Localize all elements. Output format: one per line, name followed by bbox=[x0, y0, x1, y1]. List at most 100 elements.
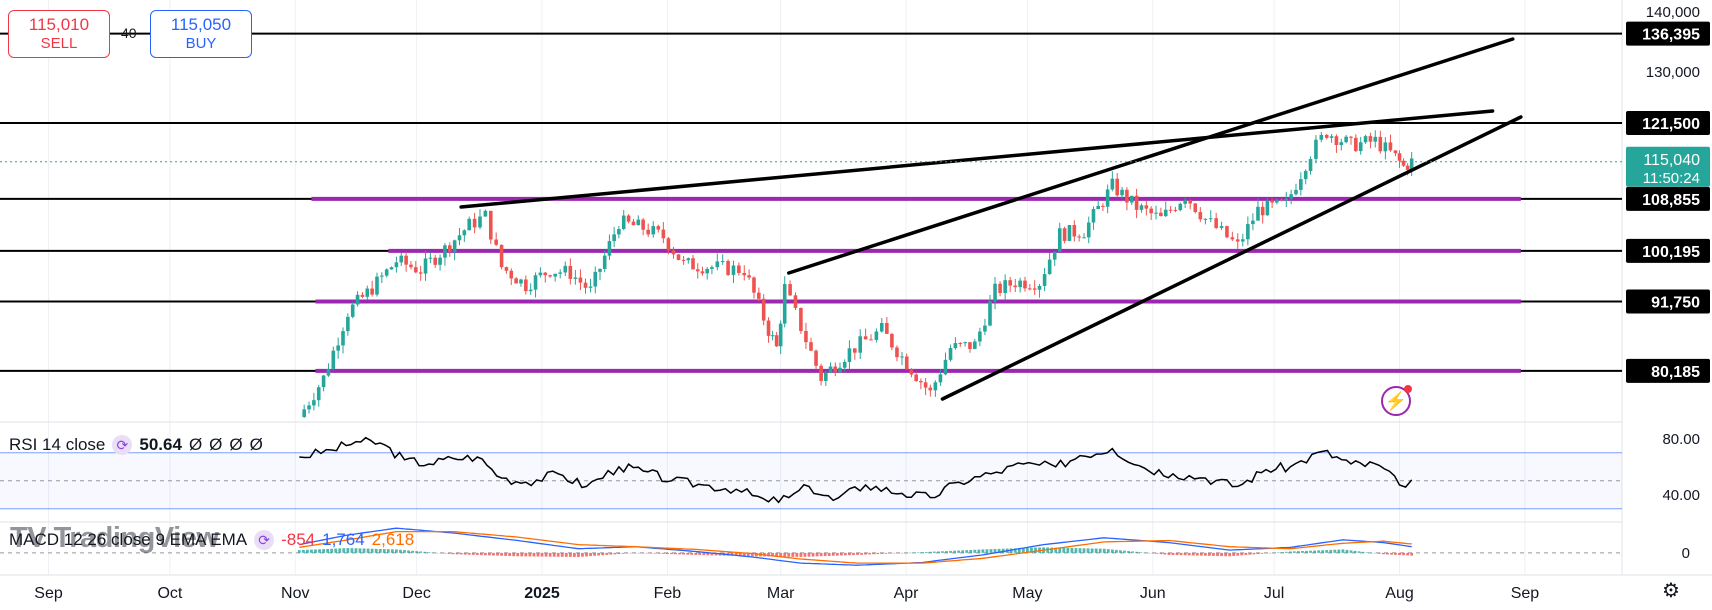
candle-body bbox=[1279, 199, 1284, 201]
candle-body bbox=[1198, 212, 1203, 220]
price-level-badge bbox=[1626, 21, 1710, 46]
candle-body bbox=[900, 356, 904, 358]
macd-histogram-bar bbox=[346, 548, 350, 553]
rsi-extra-4: Ø bbox=[249, 435, 263, 454]
macd-histogram-bar bbox=[997, 548, 1001, 553]
macd-histogram-bar bbox=[924, 551, 928, 553]
macd-histogram-bar bbox=[1260, 552, 1264, 554]
candle-body bbox=[1260, 206, 1265, 216]
macd-histogram-bar bbox=[467, 552, 471, 555]
macd-histogram-bar bbox=[500, 552, 503, 556]
macd-histogram-bar bbox=[528, 552, 532, 557]
macd-histogram-bar bbox=[1183, 552, 1187, 556]
macd-value-hist: -854 bbox=[281, 530, 316, 549]
macd-histogram-bar bbox=[661, 552, 665, 554]
macd-histogram-bar bbox=[949, 550, 952, 553]
price-level-badge bbox=[1626, 186, 1710, 211]
candle-body bbox=[809, 342, 813, 351]
candle-body bbox=[1240, 239, 1245, 242]
time-tick-label: 2025 bbox=[524, 585, 560, 602]
macd-histogram-bar bbox=[900, 552, 904, 554]
candle-body bbox=[404, 255, 408, 265]
candle-body bbox=[563, 265, 568, 273]
candle-body bbox=[1163, 209, 1168, 217]
candle-body bbox=[553, 273, 557, 277]
candle-body bbox=[447, 245, 452, 252]
candle-body bbox=[389, 267, 394, 270]
macd-histogram-bar bbox=[297, 550, 301, 553]
candle-body bbox=[1149, 208, 1153, 214]
macd-histogram-bar bbox=[1377, 552, 1381, 554]
macd-histogram-bar bbox=[734, 552, 738, 556]
candle-body bbox=[1393, 150, 1398, 154]
candle-body bbox=[1188, 200, 1193, 204]
time-tick-label: Mar bbox=[767, 585, 795, 602]
candle-body bbox=[617, 228, 621, 235]
candle-body bbox=[1154, 212, 1158, 214]
candle-body bbox=[1225, 226, 1229, 238]
macd-histogram-bar bbox=[1272, 552, 1276, 554]
candle-body bbox=[602, 255, 607, 269]
macd-histogram-bar bbox=[552, 552, 556, 557]
countdown-label: 11:50:24 bbox=[1643, 170, 1700, 187]
candle-body bbox=[612, 234, 616, 242]
trendline bbox=[787, 37, 1515, 275]
macd-histogram-bar bbox=[1284, 551, 1288, 553]
macd-histogram-bar bbox=[306, 549, 309, 553]
macd-histogram-bar bbox=[1094, 548, 1098, 553]
candle-body bbox=[928, 387, 933, 391]
candle-body bbox=[1096, 205, 1100, 209]
current-price-badge bbox=[1626, 146, 1710, 187]
macd-histogram-bar bbox=[334, 548, 338, 553]
sell-button[interactable]: 115,010 SELL bbox=[8, 10, 110, 58]
candle-body bbox=[350, 304, 355, 317]
sell-label: SELL bbox=[40, 35, 78, 52]
macd-histogram-bar bbox=[645, 552, 649, 554]
macd-value-signal: 2,618 bbox=[371, 530, 415, 549]
candle-body bbox=[766, 320, 771, 336]
macd-histogram-bar bbox=[1385, 552, 1389, 555]
price-level-label: 91,750 bbox=[1651, 295, 1700, 312]
gear-icon[interactable]: ⚙ bbox=[1662, 580, 1680, 602]
macd-histogram-bar bbox=[581, 552, 584, 557]
macd-histogram-bar bbox=[912, 552, 916, 554]
candle-body bbox=[1125, 189, 1129, 203]
macd-histogram-bar bbox=[520, 552, 524, 557]
price-level-badge bbox=[1626, 111, 1710, 135]
candle-body bbox=[793, 295, 798, 308]
candle-body bbox=[1251, 220, 1255, 225]
candle-body bbox=[346, 316, 350, 332]
candle-body bbox=[933, 382, 938, 391]
rsi-legend[interactable]: RSI 14 close ⟳ 50.64 Ø Ø Ø Ø bbox=[9, 435, 263, 455]
candle-body bbox=[1183, 200, 1187, 204]
macd-histogram-bar bbox=[674, 552, 677, 555]
macd-histogram-bar bbox=[431, 552, 435, 554]
candle-body bbox=[414, 267, 418, 273]
macd-histogram-bar bbox=[666, 552, 669, 554]
macd-legend[interactable]: MACD 12 26 close 9 EMA EMA ⟳ -854 1,764 … bbox=[9, 530, 414, 550]
candle-body bbox=[770, 335, 775, 337]
macd-histogram-bar bbox=[1276, 552, 1280, 553]
buy-button[interactable]: 115,050 BUY bbox=[150, 10, 252, 58]
macd-histogram-bar bbox=[1406, 552, 1410, 556]
cycle-icon[interactable]: ⟳ bbox=[254, 530, 275, 550]
macd-histogram-bar bbox=[803, 552, 807, 557]
macd-histogram-bar bbox=[358, 548, 362, 553]
candle-body bbox=[651, 226, 656, 235]
macd-histogram-bar bbox=[1143, 552, 1147, 554]
macd-histogram-bar bbox=[698, 552, 702, 556]
candle-body bbox=[438, 257, 442, 265]
candle-body bbox=[819, 365, 823, 381]
cycle-icon[interactable]: ⟳ bbox=[112, 435, 133, 455]
macd-histogram-bar bbox=[443, 552, 447, 554]
macd-histogram-bar bbox=[479, 552, 483, 556]
candle-body bbox=[1057, 228, 1062, 252]
lightning-flash-icon[interactable]: ⚡ bbox=[1381, 385, 1412, 416]
macd-histogram-bar bbox=[787, 552, 791, 557]
macd-histogram-bar bbox=[390, 549, 394, 553]
candle-body bbox=[1047, 259, 1052, 275]
candles bbox=[302, 130, 1414, 418]
candle-body bbox=[355, 294, 360, 305]
